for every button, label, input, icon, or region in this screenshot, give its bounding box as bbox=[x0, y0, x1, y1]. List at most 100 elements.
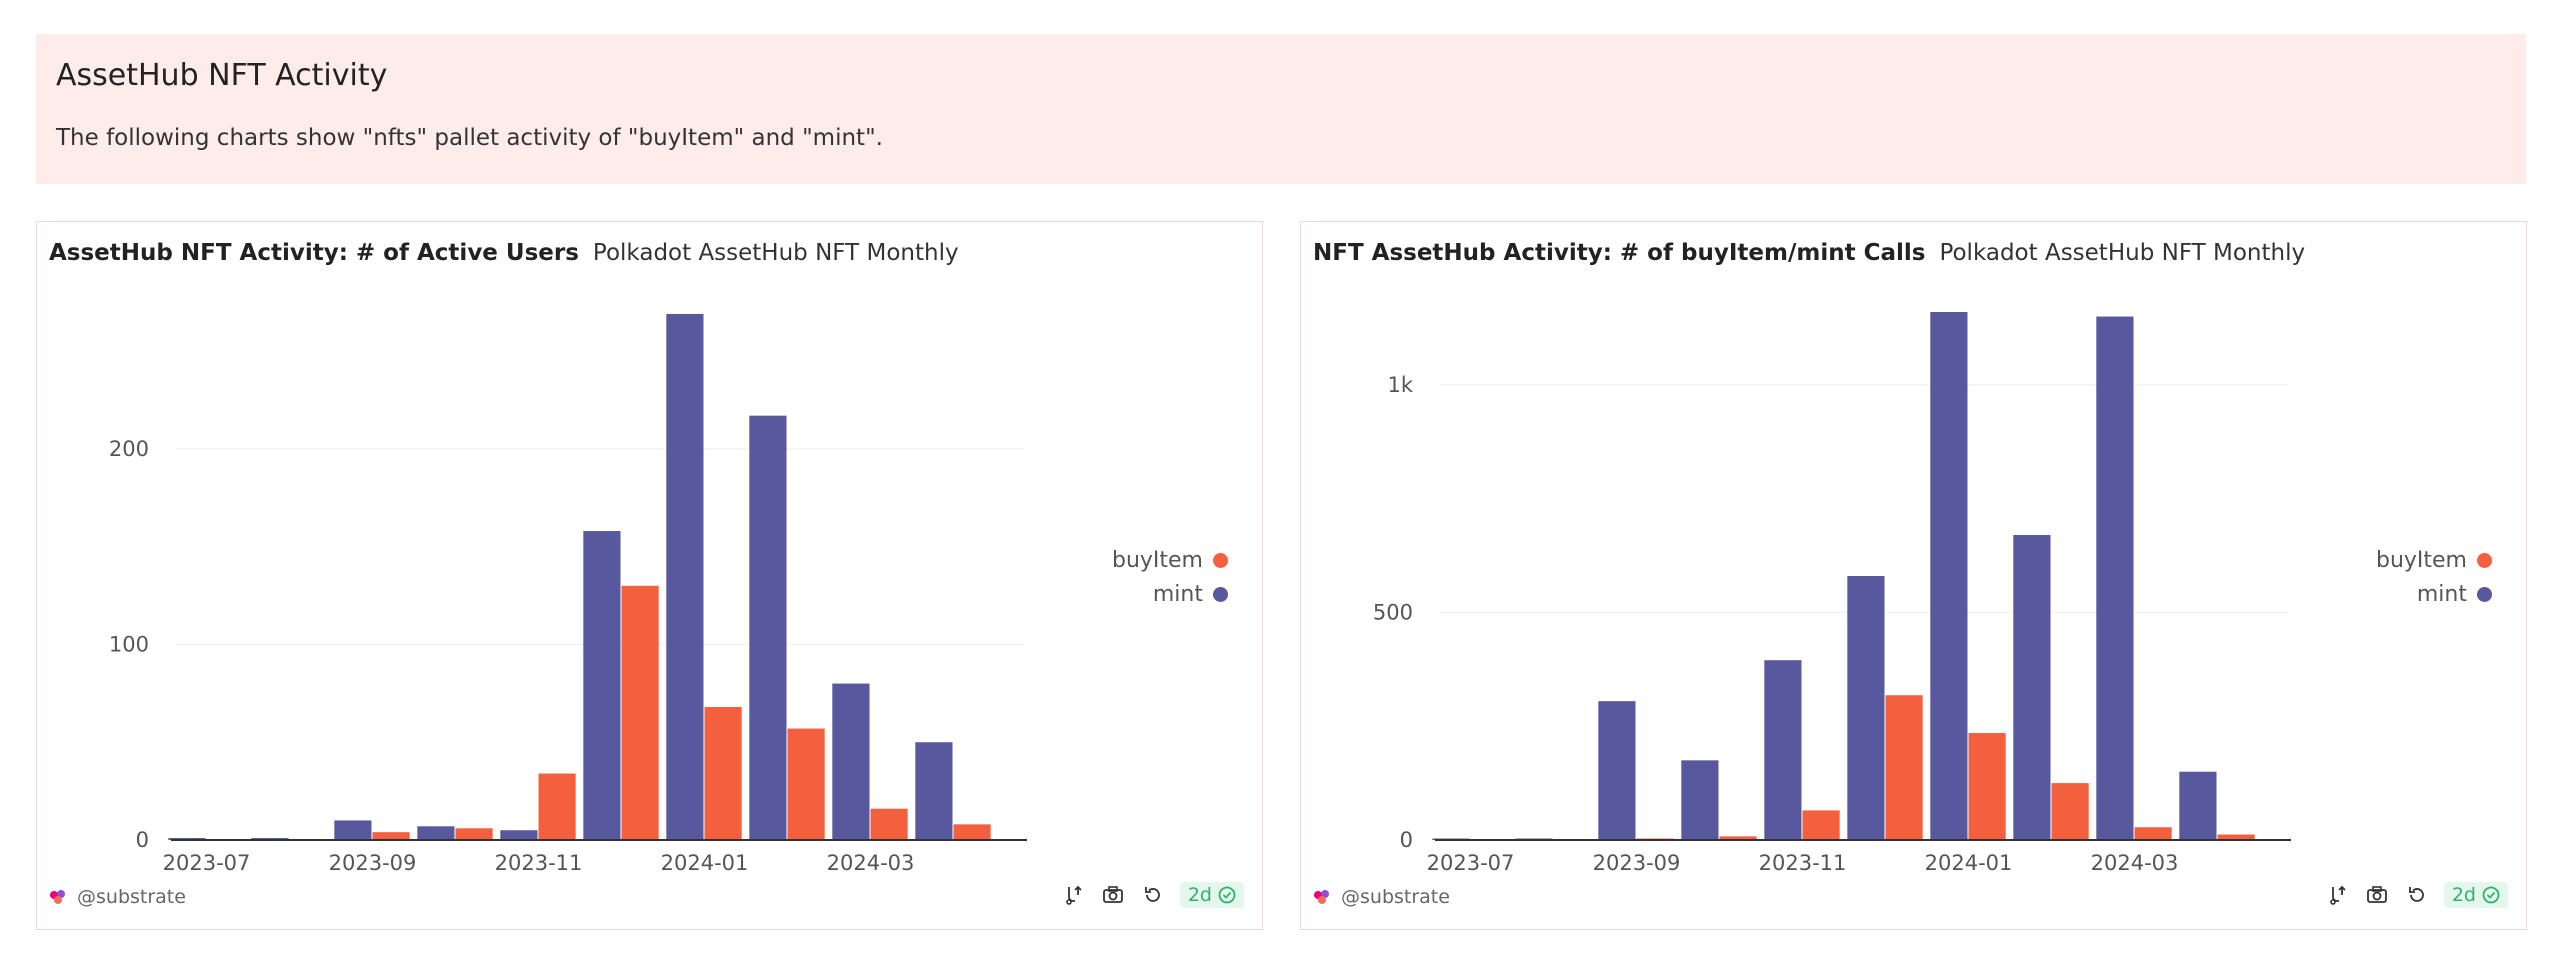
bar-buyitem-2023-12 bbox=[621, 585, 659, 840]
bar-mint-2024-03 bbox=[832, 683, 870, 840]
author-link[interactable]: @substrate bbox=[1313, 886, 1450, 908]
check-circle-icon bbox=[2482, 886, 2500, 904]
freshness-label: 2d bbox=[1187, 884, 1212, 906]
y-tick-label: 200 bbox=[109, 437, 149, 461]
bar-mint-2023-10 bbox=[417, 826, 455, 840]
header-banner: AssetHub NFT Activity The following char… bbox=[36, 34, 2526, 184]
x-tick-label: 2023-11 bbox=[1759, 851, 1847, 875]
camera-icon bbox=[1102, 886, 1123, 903]
panel-subtitle[interactable]: Polkadot AssetHub NFT Monthly bbox=[592, 240, 959, 266]
camera-icon bbox=[2366, 886, 2387, 903]
chart-legend: buyItem mint bbox=[1112, 543, 1228, 611]
legend-dot-icon bbox=[1213, 586, 1228, 602]
legend-label: mint bbox=[1152, 581, 1203, 607]
freshness-label: 2d bbox=[2451, 884, 2476, 906]
legend-dot-icon bbox=[2477, 586, 2492, 602]
page-title: AssetHub NFT Activity bbox=[56, 58, 388, 93]
bar-chart: 0 100 200 2023-07 2023-09 2023-11 2024-01 2024-… bbox=[109, 313, 1027, 875]
legend-item-mint[interactable]: mint bbox=[2376, 577, 2492, 611]
bar-buyitem-2024-02 bbox=[787, 728, 825, 840]
bar-mint-2024-03 bbox=[2096, 316, 2134, 840]
y-tick-label: 1k bbox=[1387, 373, 1413, 397]
author-name: @substrate bbox=[1341, 886, 1450, 908]
x-tick-label: 2023-09 bbox=[329, 851, 417, 875]
bar-mint-2023-10 bbox=[1681, 760, 1719, 840]
chart-panel-active-users: AssetHub NFT Activity: # of Active Users… bbox=[36, 221, 1263, 930]
substrate-logo-icon bbox=[1314, 890, 1329, 904]
fork-button[interactable] bbox=[1060, 882, 1086, 908]
bar-buyitem-2024-03 bbox=[2134, 827, 2172, 840]
bar-mint-2023-11 bbox=[1764, 660, 1802, 840]
substrate-logo-icon bbox=[50, 890, 65, 904]
freshness-badge[interactable]: 2d bbox=[2443, 882, 2508, 908]
y-tick-label: 0 bbox=[136, 828, 149, 852]
refresh-icon bbox=[1144, 887, 1160, 902]
bar-mint-2023-09 bbox=[1598, 701, 1636, 840]
bar-mint-2024-04 bbox=[915, 742, 953, 840]
bar-mint-2023-12 bbox=[583, 531, 621, 840]
y-tick-label: 100 bbox=[109, 632, 149, 656]
bar-mint-2024-01 bbox=[1930, 312, 1968, 840]
bar-mint-2024-04 bbox=[2179, 771, 2217, 840]
y-tick-label: 500 bbox=[1373, 600, 1413, 624]
legend-label: buyItem bbox=[2375, 547, 2467, 573]
bar-buyitem-2023-09 bbox=[372, 832, 410, 840]
fork-icon bbox=[1066, 885, 1082, 905]
bar-buyitem-2023-10 bbox=[1719, 836, 1757, 840]
fork-button[interactable] bbox=[2324, 882, 2350, 908]
chart-panel-calls: NFT AssetHub Activity: # of buyItem/mint… bbox=[1300, 221, 2527, 930]
legend-item-mint[interactable]: mint bbox=[1112, 577, 1228, 611]
check-circle-icon bbox=[1218, 886, 1236, 904]
bar-chart: 0 500 1k 2023-07 2023-09 2023-11 2024-01 2024-0… bbox=[1373, 312, 2291, 875]
bar-mint-2024-01 bbox=[666, 313, 704, 840]
bar-buyitem-2024-03 bbox=[870, 808, 908, 840]
panel-subtitle[interactable]: Polkadot AssetHub NFT Monthly bbox=[1939, 240, 2306, 266]
bar-buyitem-2023-11 bbox=[1802, 810, 1840, 840]
x-tick-label: 2024-03 bbox=[2091, 851, 2179, 875]
bar-mint-2024-02 bbox=[2013, 535, 2051, 840]
bar-mint-2023-09 bbox=[334, 820, 372, 840]
bar-buyitem-2023-11 bbox=[538, 773, 576, 840]
legend-item-buyitem[interactable]: buyItem bbox=[2376, 543, 2492, 577]
bar-buyitem-2024-02 bbox=[2051, 783, 2089, 840]
author-name: @substrate bbox=[77, 886, 186, 908]
freshness-badge[interactable]: 2d bbox=[1179, 882, 1244, 908]
refresh-button[interactable] bbox=[1140, 882, 1166, 908]
legend-label: mint bbox=[2416, 581, 2467, 607]
x-tick-label: 2023-09 bbox=[1593, 851, 1681, 875]
panel-header: NFT AssetHub Activity: # of buyItem/mint… bbox=[1313, 240, 2305, 266]
x-tick-label: 2024-01 bbox=[661, 851, 749, 875]
x-tick-label: 2024-03 bbox=[827, 851, 915, 875]
legend-dot-icon bbox=[2477, 552, 2492, 568]
bar-buyitem-2024-01 bbox=[1968, 733, 2006, 840]
bar-buyitem-2024-01 bbox=[704, 707, 742, 840]
fork-icon bbox=[2330, 885, 2346, 905]
panel-header: AssetHub NFT Activity: # of Active Users… bbox=[49, 240, 959, 266]
author-link[interactable]: @substrate bbox=[49, 886, 186, 908]
panel-title[interactable]: AssetHub NFT Activity: # of Active Users bbox=[49, 240, 579, 266]
x-tick-label: 2023-07 bbox=[1427, 851, 1515, 875]
y-tick-label: 0 bbox=[1400, 828, 1413, 852]
legend-label: buyItem bbox=[1111, 547, 1203, 573]
bar-buyitem-2023-12 bbox=[1885, 695, 1923, 840]
panel-title[interactable]: NFT AssetHub Activity: # of buyItem/mint… bbox=[1313, 240, 1926, 266]
x-tick-label: 2024-01 bbox=[1925, 851, 2013, 875]
panel-toolbar: 2d bbox=[1060, 882, 1244, 908]
refresh-button[interactable] bbox=[2404, 882, 2430, 908]
page-description: The following charts show "nfts" pallet … bbox=[56, 125, 883, 151]
panel-toolbar: 2d bbox=[2324, 882, 2508, 908]
legend-dot-icon bbox=[1213, 552, 1228, 568]
x-tick-label: 2023-11 bbox=[495, 851, 583, 875]
chart-legend: buyItem mint bbox=[2376, 543, 2492, 611]
bar-buyitem-2023-10 bbox=[455, 828, 493, 840]
screenshot-button[interactable] bbox=[1100, 882, 1126, 908]
legend-item-buyitem[interactable]: buyItem bbox=[1112, 543, 1228, 577]
bar-mint-2023-12 bbox=[1847, 576, 1885, 840]
bar-mint-2023-11 bbox=[500, 830, 538, 840]
screenshot-button[interactable] bbox=[2364, 882, 2390, 908]
bar-mint-2024-02 bbox=[749, 415, 787, 840]
x-tick-label: 2023-07 bbox=[163, 851, 251, 875]
bar-buyitem-2024-04 bbox=[2217, 834, 2255, 840]
refresh-icon bbox=[2408, 887, 2424, 902]
bar-buyitem-2024-04 bbox=[953, 824, 991, 840]
